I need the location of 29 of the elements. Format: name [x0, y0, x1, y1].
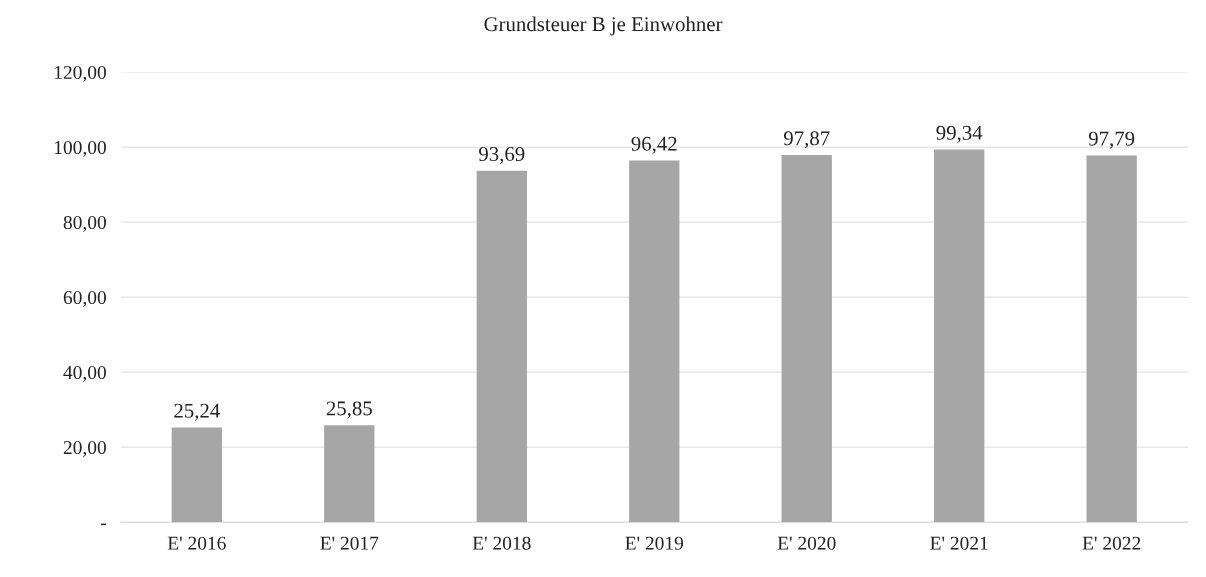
bar: [324, 425, 375, 523]
y-tick-label: 120,00: [54, 65, 106, 82]
x-tick-label: E' 2018: [472, 536, 531, 550]
y-tick-label: 80,00: [63, 215, 106, 232]
y-tick-label: 100,00: [54, 140, 106, 157]
data-label: 96,42: [631, 136, 677, 154]
data-label: 93,69: [479, 147, 525, 165]
y-tick-label: -: [100, 523, 107, 526]
x-tick-label: E' 2020: [777, 536, 836, 550]
bar: [1086, 155, 1137, 523]
bar: [934, 149, 985, 523]
y-tick-label: 60,00: [63, 290, 106, 307]
x-tick-label: E' 2016: [167, 536, 226, 550]
x-tick-label: E' 2017: [320, 536, 379, 550]
bar: [629, 160, 680, 523]
data-label: 25,24: [174, 403, 220, 421]
bar: [781, 155, 832, 523]
x-tick-label: E' 2021: [930, 536, 988, 550]
y-tick-label: 20,00: [63, 440, 106, 457]
chart-title: Grundsteuer B je Einwohner: [484, 16, 723, 36]
x-tick-label: E' 2022: [1082, 536, 1141, 550]
y-tick-label: 40,00: [63, 365, 106, 382]
data-label: 99,34: [936, 125, 983, 143]
data-label: 25,85: [326, 401, 372, 419]
data-label: 97,87: [783, 131, 830, 149]
x-tick-label: E' 2019: [625, 536, 684, 550]
data-label: 97,79: [1088, 131, 1135, 149]
bar: [171, 427, 222, 523]
bar: [476, 170, 527, 523]
